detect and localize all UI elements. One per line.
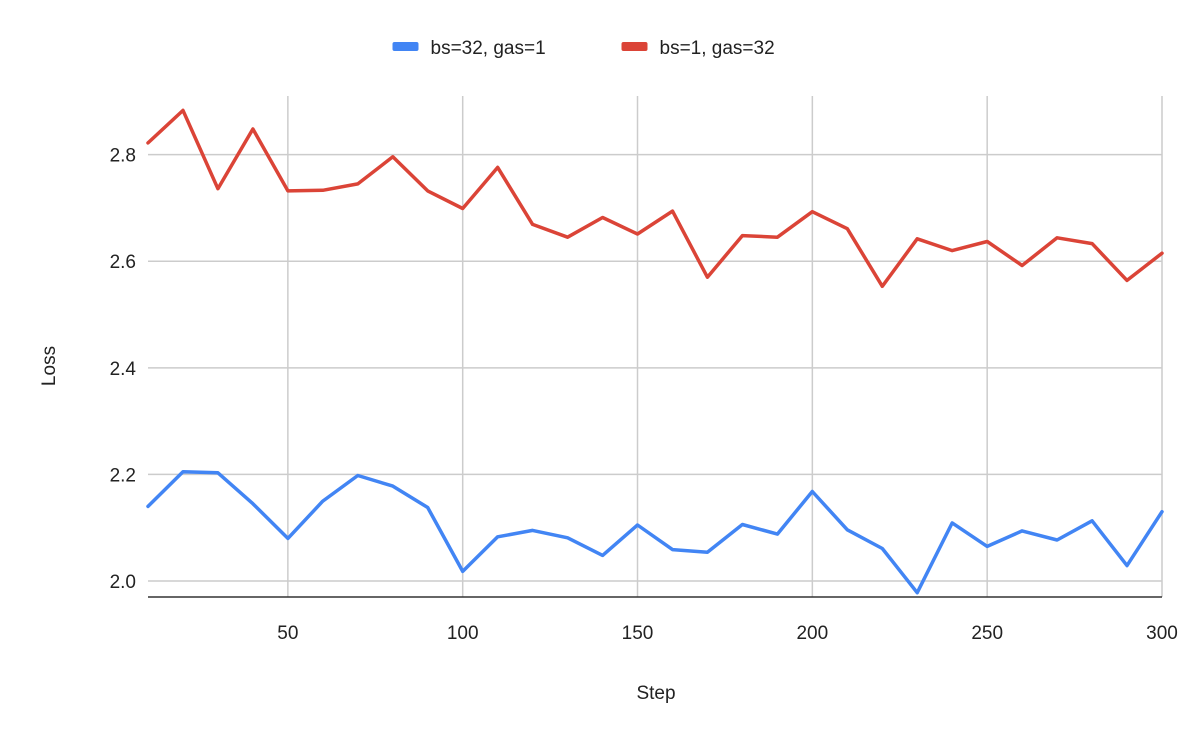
y-tick-label: 2.0: [110, 572, 136, 593]
x-tick-label: 200: [796, 623, 828, 644]
series-line-2: [146, 108, 1164, 289]
x-gridlines: [148, 96, 1163, 598]
legend-label-2: bs=1, gas=32: [660, 38, 775, 59]
y-axis-title: Loss: [39, 346, 60, 386]
y-tick-label: 2.4: [110, 359, 137, 380]
x-tick-label: 150: [622, 623, 654, 644]
x-axis-title: Step: [636, 683, 675, 704]
x-tick-label: 250: [971, 623, 1003, 644]
y-tick-label: 2.8: [110, 146, 136, 167]
x-tick-label: 300: [1146, 623, 1178, 644]
legend-swatch-2: [621, 42, 648, 51]
y-tick-label: 2.2: [110, 465, 136, 486]
x-tick-labels: 50 100 150 200 250 300: [277, 623, 1178, 644]
x-tick-label: 100: [447, 623, 479, 644]
series-lines: [146, 108, 1164, 595]
legend: bs=32, gas=1 bs=1, gas=32: [392, 38, 775, 59]
legend-label-1: bs=32, gas=1: [431, 38, 546, 59]
y-tick-labels: 2.0 2.2 2.4 2.6 2.8: [110, 146, 137, 593]
x-tick-label: 50: [277, 623, 298, 644]
legend-swatch-1: [392, 42, 419, 51]
y-tick-label: 2.6: [110, 252, 136, 273]
series-line-1: [146, 470, 1164, 595]
y-gridlines: [148, 153, 1162, 582]
